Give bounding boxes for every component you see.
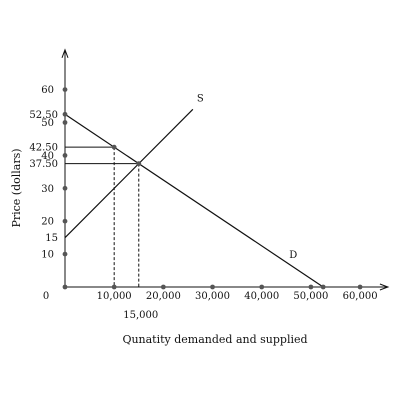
- x-tick-label: 40,000: [244, 291, 279, 302]
- x-tick-label: 50,000: [293, 291, 328, 302]
- data-point-16: [111, 144, 117, 150]
- demand-curve-label: D: [289, 250, 297, 261]
- x-tick-label: 60,000: [343, 291, 378, 302]
- curve-s: [64, 108, 194, 239]
- data-point-7: [62, 251, 68, 257]
- y-tick-label: 40: [41, 151, 54, 162]
- y-tick-label: 20: [41, 217, 54, 228]
- curve-d: [64, 113, 324, 288]
- reference-lines: [65, 146, 140, 287]
- data-point-1: [62, 87, 68, 92]
- y-tick-label: 30: [41, 184, 54, 195]
- y-axis-title: Price (dollars): [10, 148, 23, 227]
- y-annotation-label: 15: [45, 233, 58, 244]
- y-tick-label: 60: [41, 85, 54, 96]
- supply-curve-label: S: [197, 93, 204, 104]
- y-annotation-label: 37.50: [29, 159, 58, 170]
- x-annotation-label: 15,000: [123, 310, 158, 321]
- data-point-11: [210, 284, 215, 290]
- y-tick-label: 10: [41, 250, 54, 261]
- data-point-4: [62, 153, 68, 158]
- data-point-3: [62, 120, 68, 125]
- y-axis-arrow: [61, 48, 69, 59]
- x-axis-title: Qunatity demanded and supplied: [122, 333, 307, 346]
- y-annotation-label: 42.50: [29, 143, 58, 154]
- x-tick-label: 10,000: [97, 291, 132, 302]
- curve-labels: SD: [197, 93, 297, 261]
- y-annotation-label: 52.50: [29, 110, 58, 121]
- tick-labels: 10,000 20,000 30,000 40,000 50,000 60,000 15,0…: [29, 85, 377, 321]
- axes: [61, 48, 390, 291]
- data-point-13: [308, 284, 314, 290]
- curves: [64, 108, 324, 288]
- data-point-10: [160, 284, 166, 290]
- data-point-9: [111, 284, 117, 290]
- x-tick-label: 20,000: [146, 291, 181, 302]
- y-tick-label: 50: [41, 118, 54, 129]
- data-point-17: [136, 161, 142, 167]
- data-point-2: [62, 111, 68, 117]
- x-tick-label: 30,000: [195, 291, 230, 302]
- data-point-12: [259, 284, 265, 290]
- data-point-8: [62, 284, 68, 290]
- data-point-14: [320, 284, 326, 290]
- data-point-5: [62, 185, 68, 191]
- data-point-15: [357, 284, 363, 290]
- data-point-6: [62, 218, 68, 224]
- origin-label: 0: [43, 291, 49, 302]
- marked-points: [62, 87, 363, 290]
- x-axis-arrow: [379, 283, 390, 291]
